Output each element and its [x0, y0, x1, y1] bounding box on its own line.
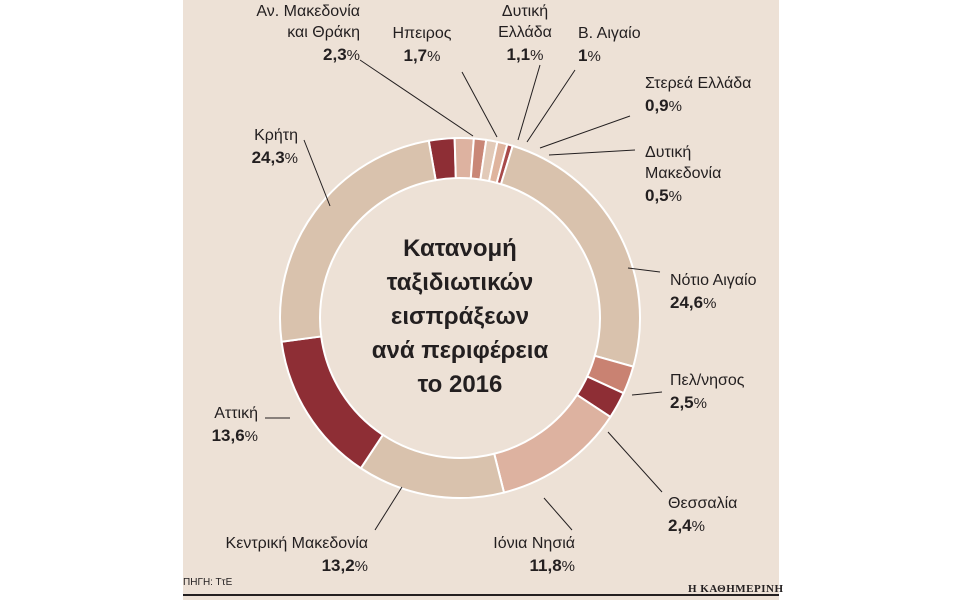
leader-line — [461, 71, 498, 138]
slice-value: 1,7% — [404, 46, 441, 65]
slice-value: 1% — [578, 46, 601, 65]
leader-line — [539, 115, 631, 149]
chart-title: Κατανομή ταξιδιωτικών εισπράξεων ανά περιφέ… — [372, 235, 549, 398]
slice-label-text: Θεσσαλία 2,4% — [668, 495, 737, 535]
slice-label: Στερεά Ελλάδα 0,9% — [539, 75, 751, 149]
slice-label: Αττική 13,6% — [212, 405, 290, 445]
leader-line — [303, 139, 331, 207]
donut-slice — [499, 144, 641, 368]
leader-line — [526, 69, 576, 143]
donut-slice — [359, 433, 506, 499]
slice-label: Ιόνια Νησιά 11,8% — [493, 497, 575, 575]
slice-label: Ηπειρος 1,7% — [393, 25, 498, 138]
slice-label-text: Ιόνια Νησιά 11,8% — [493, 535, 575, 575]
slice-label-text: Δυτική Ελλάδα 1,1% — [498, 3, 552, 64]
leader-line — [543, 497, 573, 531]
slice-label-text: Στερεά Ελλάδα 0,9% — [645, 75, 751, 115]
slice-label-text: Νότιο Αιγαίο 24,6% — [670, 272, 757, 312]
slice-label-text: Δυτική Μακεδονία 0,5% — [645, 144, 721, 205]
leader-line — [548, 149, 636, 156]
slice-value: 2,5% — [670, 393, 707, 412]
slice-value: 24,3% — [252, 148, 298, 167]
slice-label: Νότιο Αιγαίο 24,6% — [627, 267, 757, 312]
donut-slice — [280, 335, 385, 470]
slice-label-text: Αν. Μακεδονία και Θράκη 2,3% — [256, 3, 360, 64]
slice-value: 2,3% — [323, 45, 360, 64]
slice-value: 24,6% — [670, 293, 716, 312]
leader-line — [607, 431, 663, 493]
slice-value: 1,1% — [507, 45, 544, 64]
slice-label: Κρήτη 24,3% — [252, 127, 331, 207]
slice-value: 13,6% — [212, 426, 258, 445]
slice-label-text: Αττική 13,6% — [212, 405, 258, 445]
leader-line — [359, 59, 474, 137]
slice-label-text: Ηπειρος 1,7% — [393, 25, 452, 65]
slice-label: Δυτική Ελλάδα 1,1% — [498, 3, 552, 141]
slice-label: Κεντρική Μακεδονία 13,2% — [226, 486, 403, 575]
donut-slice — [492, 393, 612, 494]
slice-value: 0,9% — [645, 96, 682, 115]
slice-label: Β. Αιγαίο 1% — [526, 25, 641, 143]
slice-label: Θεσσαλία 2,4% — [607, 431, 737, 535]
slice-label-text: Κεντρική Μακεδονία 13,2% — [226, 535, 368, 575]
leader-line — [374, 486, 403, 531]
slice-value: 11,8% — [530, 556, 576, 575]
slice-value: 2,4% — [668, 516, 705, 535]
leader-line — [517, 64, 541, 141]
slice-label: Πελ/νησος 2,5% — [631, 372, 745, 412]
slice-label: Αν. Μακεδονία και Θράκη 2,3% — [256, 3, 474, 137]
source-note: ΠΗΓΗ: ΤτΕ — [183, 577, 233, 588]
slice-label-text: Β. Αιγαίο 1% — [578, 25, 641, 65]
slice-label-text: Πελ/νησος 2,5% — [670, 372, 745, 412]
bottom-rule — [183, 594, 779, 596]
slice-value: 0,5% — [645, 186, 682, 205]
donut-slice — [279, 139, 437, 343]
slice-label: Δυτική Μακεδονία 0,5% — [548, 144, 721, 205]
leader-line — [627, 267, 661, 273]
publisher-brand: Η ΚΑΘΗΜΕΡΙΝΗ — [688, 583, 784, 595]
slice-label-text: Κρήτη 24,3% — [252, 127, 298, 167]
slice-value: 13,2% — [322, 556, 368, 575]
leader-line — [631, 391, 663, 396]
